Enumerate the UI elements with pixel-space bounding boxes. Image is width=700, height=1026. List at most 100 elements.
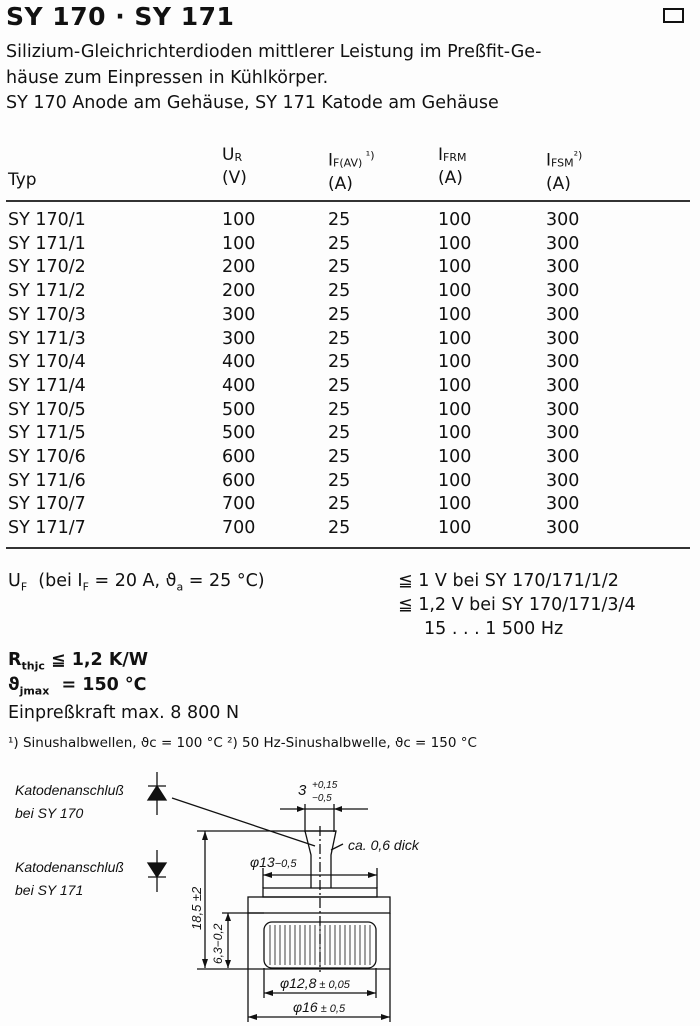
cell-type: SY 170/3 — [8, 304, 86, 325]
table-bottom-rule — [6, 547, 690, 549]
cell-ifsm: 300 — [546, 257, 580, 278]
tab-width-dim: 3 — [298, 782, 307, 799]
d16-value: φ16 — [293, 999, 318, 1015]
cell-type: SY 171/3 — [8, 328, 86, 349]
frequency-range: 15 . . . 1 500 Hz — [424, 619, 564, 639]
cell-ur: 200 — [222, 257, 256, 278]
table-row: SY 171/4 400 25 100 300 — [6, 376, 690, 400]
cell-ur: 100 — [222, 233, 256, 254]
tj-value: = 150 °C — [61, 675, 147, 695]
table-row: SY 171/7 700 25 100 300 — [6, 518, 690, 542]
uf-sub: F — [20, 580, 28, 594]
header-unit: (A) — [438, 168, 463, 188]
cell-ifrm: 100 — [438, 494, 472, 515]
table-row: SY 170/2 200 25 100 300 — [6, 257, 690, 281]
cell-ifrm: 100 — [438, 470, 472, 491]
cell-type: SY 170/4 — [8, 352, 86, 373]
tj-sub: jmax — [19, 684, 50, 698]
cell-ur: 100 — [222, 210, 256, 230]
rth-value: ≦ 1,2 K/W — [50, 650, 149, 670]
cell-ifav: 25 — [328, 210, 351, 230]
table-row: SY 171/1 100 25 100 300 — [6, 234, 690, 258]
cell-type: SY 171/7 — [8, 518, 86, 539]
header-ifsm: IFSM²) (A) — [546, 145, 582, 195]
cell-ur: 700 — [222, 494, 256, 515]
cell-ifav: 25 — [328, 399, 351, 420]
d13-value: φ13 — [250, 854, 275, 870]
cell-ifav: 25 — [328, 281, 351, 302]
uf-cond: (bei I — [38, 571, 83, 591]
leader-line — [171, 797, 316, 847]
cell-type: SY 170/1 — [8, 210, 86, 230]
header-ur: UR (V) — [222, 145, 247, 189]
cell-ifrm: 100 — [438, 447, 472, 467]
uf-symbol: U — [8, 571, 21, 591]
cell-ifav: 25 — [328, 494, 351, 515]
cathode-label-sy170: Katodenanschluß — [15, 782, 124, 798]
press-fit-force: Einpreßkraft max. 8 800 N — [8, 703, 240, 723]
tab-width-tol-plus: +0,15 — [312, 780, 338, 791]
cell-type: SY 170/7 — [8, 494, 86, 515]
cell-ifsm: 300 — [546, 233, 580, 254]
cell-ifrm: 100 — [438, 352, 472, 373]
cell-ifsm: 300 — [546, 518, 580, 539]
header-unit: (A) — [328, 173, 353, 194]
cell-ifsm: 300 — [546, 328, 580, 349]
cell-ifsm: 300 — [546, 423, 580, 444]
forward-voltage-value-1: ≦ 1 V bei SY 170/171/1/2 — [398, 571, 619, 591]
header-sub: R — [234, 151, 243, 164]
cathode-label-sy171: Katodenanschluß — [15, 859, 124, 875]
header-label: I — [546, 150, 552, 171]
d13-dim: φ13−0,5 — [250, 854, 297, 870]
cell-ur: 500 — [222, 423, 256, 444]
header-unit: (V) — [222, 168, 247, 188]
header-ifrm: IFRM (A) — [438, 145, 466, 189]
cell-ifrm: 100 — [438, 423, 472, 444]
header-label: I — [438, 145, 444, 165]
table-row: SY 171/6 600 25 100 300 — [6, 471, 690, 495]
header-sub: FRM — [443, 151, 467, 164]
max-junction-temp: ϑjmax = 150 °C — [8, 675, 147, 698]
thermal-resistance: Rthjc ≦ 1,2 K/W — [8, 650, 148, 673]
header-ifav: IF(AV) ¹) (A) — [328, 145, 374, 195]
cell-ur: 500 — [222, 399, 256, 420]
cell-type: SY 171/2 — [8, 281, 86, 302]
cathode-label-sy170-type: bei SY 170 — [15, 805, 83, 821]
cell-ifsm: 300 — [546, 304, 580, 325]
cell-ifrm: 100 — [438, 328, 472, 349]
rth-sub: thjc — [21, 659, 45, 673]
diode-symbol-sy170 — [146, 772, 168, 815]
table-row: SY 170/1 100 25 100 300 — [6, 210, 690, 234]
table-row: SY 171/2 200 25 100 300 — [6, 281, 690, 305]
cell-type: SY 170/6 — [8, 447, 86, 467]
cell-ifrm: 100 — [438, 233, 472, 254]
header-footnote-ref: ²) — [573, 149, 583, 162]
diode-symbol-sy171 — [146, 850, 168, 892]
cell-ur: 600 — [222, 470, 256, 491]
header-label: U — [222, 145, 235, 165]
hex-flange — [247, 896, 391, 914]
cell-ifrm: 100 — [438, 281, 472, 302]
cell-ifav: 25 — [328, 423, 351, 444]
header-label: Typ — [8, 170, 37, 190]
body-height-dim: 6,3−0,2 — [211, 923, 225, 964]
uf-cond-rest: = 20 A, ϑ — [88, 571, 177, 591]
cell-ifsm: 300 — [546, 352, 580, 373]
cell-ur: 400 — [222, 375, 256, 396]
cell-type: SY 170/2 — [8, 257, 86, 278]
cell-ifrm: 100 — [438, 518, 472, 539]
cell-ur: 300 — [222, 328, 256, 349]
cell-ifsm: 300 — [546, 281, 580, 302]
rth-symbol: R — [8, 650, 22, 670]
cell-ifrm: 100 — [438, 210, 472, 230]
cell-ifsm: 300 — [546, 210, 580, 230]
footnotes: ¹) Sinushalbwellen, ϑc = 100 °C ²) 50 Hz… — [8, 735, 477, 751]
cell-ifav: 25 — [328, 375, 351, 396]
cell-ur: 700 — [222, 518, 256, 539]
cell-ur: 200 — [222, 281, 256, 302]
cell-ur: 600 — [222, 447, 256, 467]
cell-ur: 400 — [222, 352, 256, 373]
cell-type: SY 171/6 — [8, 470, 86, 491]
description-line: Silizium-Gleichrichterdioden mittlerer L… — [6, 42, 542, 62]
